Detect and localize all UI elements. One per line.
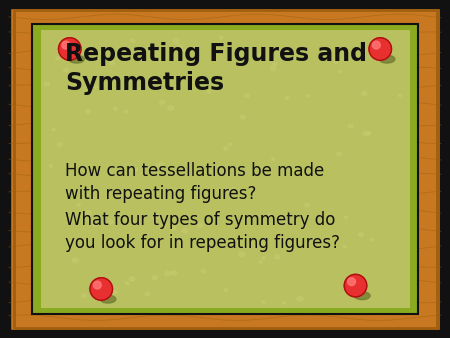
Circle shape bbox=[240, 115, 245, 119]
Circle shape bbox=[93, 224, 97, 227]
Ellipse shape bbox=[58, 38, 81, 60]
Circle shape bbox=[270, 67, 276, 71]
Circle shape bbox=[224, 147, 228, 150]
Circle shape bbox=[334, 61, 338, 63]
Circle shape bbox=[55, 57, 59, 60]
Circle shape bbox=[183, 50, 186, 52]
Circle shape bbox=[201, 269, 206, 273]
Circle shape bbox=[160, 100, 165, 104]
Circle shape bbox=[165, 271, 171, 276]
Circle shape bbox=[282, 301, 285, 304]
Circle shape bbox=[171, 271, 177, 275]
Circle shape bbox=[227, 190, 230, 193]
Text: What four types of symmetry do
you look for in repeating figures?: What four types of symmetry do you look … bbox=[65, 211, 340, 252]
Circle shape bbox=[259, 261, 262, 263]
Circle shape bbox=[57, 143, 62, 146]
Text: How can tessellations be made
with repeating figures?: How can tessellations be made with repea… bbox=[65, 162, 324, 203]
Circle shape bbox=[94, 86, 97, 89]
Circle shape bbox=[272, 63, 277, 66]
Circle shape bbox=[63, 68, 68, 72]
Circle shape bbox=[155, 165, 161, 169]
Circle shape bbox=[85, 211, 91, 215]
Circle shape bbox=[348, 125, 353, 128]
Circle shape bbox=[49, 164, 53, 167]
Ellipse shape bbox=[344, 274, 367, 297]
Circle shape bbox=[113, 291, 117, 293]
Circle shape bbox=[297, 296, 303, 301]
Circle shape bbox=[305, 203, 310, 207]
Circle shape bbox=[52, 128, 55, 131]
Circle shape bbox=[173, 39, 179, 44]
Circle shape bbox=[126, 282, 129, 285]
Text: Repeating Figures and
Symmetries: Repeating Figures and Symmetries bbox=[65, 42, 367, 95]
Circle shape bbox=[370, 238, 373, 241]
Circle shape bbox=[238, 252, 245, 257]
Circle shape bbox=[363, 131, 369, 136]
Circle shape bbox=[86, 109, 91, 113]
Circle shape bbox=[154, 214, 160, 218]
Circle shape bbox=[129, 277, 135, 281]
Circle shape bbox=[281, 218, 286, 222]
Circle shape bbox=[274, 255, 280, 259]
Circle shape bbox=[113, 107, 117, 110]
Bar bbox=[32, 24, 419, 314]
Ellipse shape bbox=[355, 292, 370, 300]
Circle shape bbox=[45, 82, 50, 86]
Circle shape bbox=[159, 162, 164, 166]
Ellipse shape bbox=[94, 281, 101, 289]
Circle shape bbox=[343, 245, 346, 248]
Ellipse shape bbox=[90, 278, 112, 300]
Ellipse shape bbox=[62, 41, 70, 49]
Circle shape bbox=[268, 214, 271, 216]
Circle shape bbox=[338, 70, 341, 72]
Circle shape bbox=[220, 37, 223, 39]
Circle shape bbox=[358, 233, 364, 236]
Circle shape bbox=[245, 94, 249, 97]
Circle shape bbox=[131, 40, 135, 43]
Circle shape bbox=[182, 229, 188, 233]
Circle shape bbox=[145, 292, 150, 296]
Circle shape bbox=[271, 158, 274, 161]
Circle shape bbox=[232, 188, 234, 190]
Circle shape bbox=[152, 276, 157, 280]
Ellipse shape bbox=[373, 41, 380, 49]
Circle shape bbox=[306, 95, 309, 97]
Circle shape bbox=[100, 51, 106, 55]
Circle shape bbox=[124, 110, 127, 113]
Circle shape bbox=[177, 45, 183, 49]
Circle shape bbox=[362, 92, 367, 95]
Circle shape bbox=[168, 106, 174, 110]
Circle shape bbox=[285, 97, 289, 100]
Circle shape bbox=[337, 152, 342, 156]
Circle shape bbox=[224, 289, 228, 292]
Circle shape bbox=[109, 220, 113, 224]
Circle shape bbox=[77, 203, 81, 206]
Ellipse shape bbox=[379, 55, 395, 63]
Circle shape bbox=[399, 94, 402, 97]
Circle shape bbox=[81, 294, 86, 297]
Ellipse shape bbox=[369, 38, 392, 60]
Circle shape bbox=[262, 257, 265, 259]
Circle shape bbox=[229, 143, 232, 145]
Circle shape bbox=[344, 216, 347, 219]
Bar bbox=[40, 30, 410, 308]
Circle shape bbox=[321, 48, 327, 52]
Circle shape bbox=[82, 241, 87, 244]
Circle shape bbox=[171, 226, 176, 230]
Ellipse shape bbox=[68, 55, 85, 63]
Circle shape bbox=[259, 54, 262, 56]
Ellipse shape bbox=[347, 278, 356, 286]
Circle shape bbox=[367, 131, 371, 135]
Circle shape bbox=[110, 61, 114, 65]
Circle shape bbox=[384, 41, 389, 45]
Circle shape bbox=[198, 224, 203, 227]
Circle shape bbox=[207, 91, 211, 93]
Circle shape bbox=[134, 168, 138, 171]
Circle shape bbox=[262, 300, 265, 303]
Circle shape bbox=[132, 191, 137, 195]
Ellipse shape bbox=[100, 295, 116, 303]
Circle shape bbox=[72, 258, 78, 263]
